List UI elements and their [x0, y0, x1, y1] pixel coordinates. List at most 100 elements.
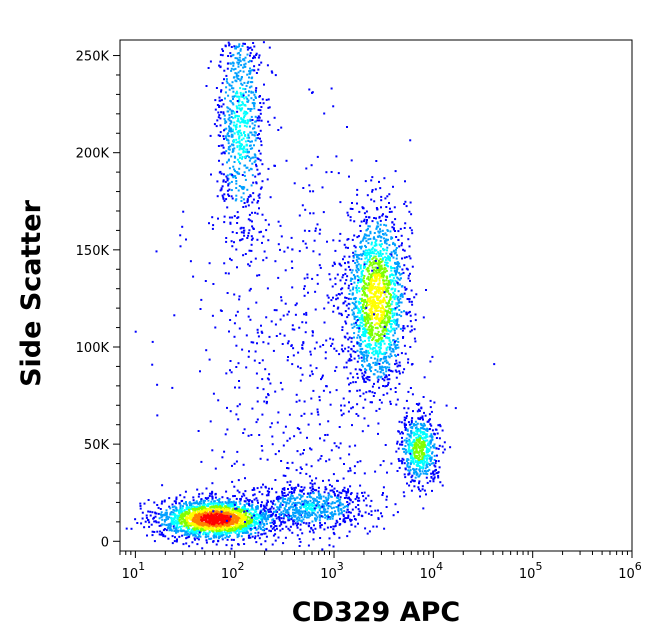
event-point [396, 261, 399, 264]
event-point [383, 223, 386, 226]
event-point [384, 259, 387, 261]
event-point [237, 189, 240, 192]
event-point [378, 302, 381, 305]
event-point [375, 275, 378, 278]
event-point [242, 66, 245, 69]
event-point [400, 292, 403, 295]
event-point [346, 211, 349, 214]
event-point [201, 519, 204, 522]
event-point [178, 519, 181, 522]
event-point [417, 434, 420, 437]
event-point [387, 300, 390, 303]
event-point [125, 527, 128, 530]
event-point [243, 171, 246, 174]
event-point [193, 533, 195, 536]
event-point [356, 288, 359, 291]
event-point [391, 370, 394, 373]
event-point [191, 528, 193, 531]
event-point [414, 423, 417, 426]
event-point [374, 285, 377, 288]
event-point [248, 76, 250, 79]
event-point [383, 237, 385, 240]
event-point [238, 45, 241, 48]
event-point [360, 369, 363, 372]
event-point [249, 67, 251, 70]
event-point [171, 535, 174, 538]
event-point [232, 90, 235, 93]
event-point [183, 522, 186, 525]
event-point [396, 321, 399, 324]
event-point [246, 73, 249, 76]
event-point [432, 462, 435, 465]
event-point [235, 525, 238, 528]
event-point [257, 517, 260, 520]
event-point [352, 286, 355, 289]
event-point [375, 227, 378, 230]
event-point [246, 519, 249, 522]
event-point [236, 77, 239, 80]
event-point [228, 503, 231, 506]
event-point [269, 521, 272, 524]
event-point [334, 283, 337, 286]
event-point [232, 538, 235, 541]
event-point [365, 246, 367, 249]
event-point [225, 490, 228, 493]
event-point [378, 234, 381, 237]
event-point [422, 425, 425, 428]
event-point [264, 512, 267, 515]
event-point [349, 219, 352, 222]
event-point [227, 502, 230, 505]
event-point [439, 481, 442, 484]
event-point [235, 105, 238, 108]
event-point [362, 238, 365, 241]
event-point [410, 489, 413, 492]
event-point [253, 517, 256, 520]
event-point [227, 152, 230, 155]
event-point [251, 133, 254, 136]
event-point [394, 251, 397, 254]
event-point [160, 523, 163, 526]
event-point [413, 441, 416, 444]
event-point [410, 419, 413, 422]
event-point [438, 423, 441, 426]
event-point [380, 206, 382, 209]
event-point [238, 154, 241, 157]
event-point [400, 459, 403, 462]
event-point [388, 202, 390, 204]
event-point [383, 240, 386, 243]
event-point [380, 314, 383, 316]
event-point [378, 271, 381, 274]
event-point [170, 518, 173, 521]
event-point [228, 510, 231, 513]
event-point [237, 71, 240, 74]
event-point [243, 531, 246, 534]
event-point [231, 529, 234, 532]
event-point [253, 153, 256, 156]
event-point [260, 106, 263, 108]
event-point [229, 504, 232, 507]
event-point [277, 276, 280, 279]
event-point [387, 258, 390, 261]
event-point [364, 244, 367, 247]
event-point [245, 151, 247, 153]
event-point [408, 484, 411, 487]
event-point [369, 280, 372, 283]
event-point [243, 234, 246, 237]
event-point [251, 504, 253, 507]
event-point [364, 249, 367, 252]
event-point [372, 336, 375, 339]
event-point [241, 156, 244, 158]
event-point [233, 511, 236, 514]
event-point [233, 529, 236, 532]
event-point [227, 505, 230, 507]
event-point [375, 409, 378, 412]
event-point [246, 516, 249, 519]
event-point [252, 181, 255, 184]
event-point [397, 296, 400, 299]
event-point [255, 52, 258, 55]
event-point [205, 533, 208, 536]
event-point [379, 239, 382, 242]
event-point [194, 524, 197, 527]
event-point [385, 351, 388, 354]
event-point [230, 180, 233, 183]
